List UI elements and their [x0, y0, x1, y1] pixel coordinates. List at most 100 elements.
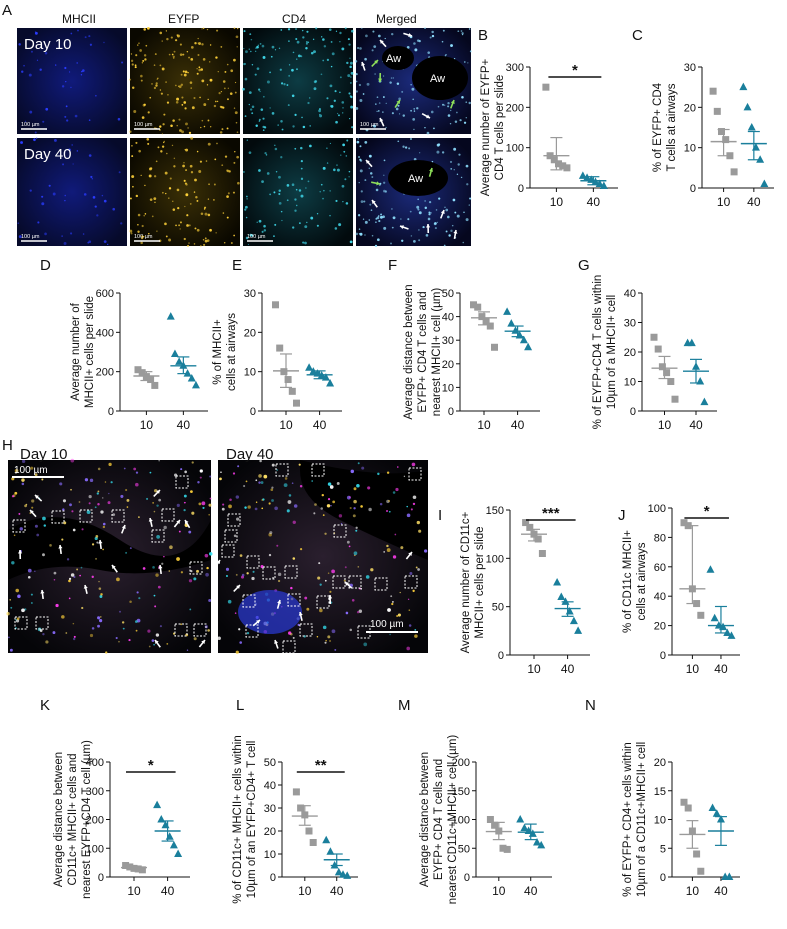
speckle	[235, 35, 239, 39]
speckle	[286, 184, 290, 187]
speckle	[202, 506, 205, 509]
speckle	[326, 162, 329, 164]
speckle	[329, 214, 331, 217]
speckle	[108, 462, 112, 467]
channel-label-merged: Merged	[376, 12, 417, 26]
y-tick-label: 20	[442, 359, 454, 371]
speckle	[190, 136, 194, 140]
y-tick-label: 400	[96, 327, 114, 339]
y-tick-label: 10	[684, 143, 696, 155]
speckle	[107, 243, 109, 245]
data-point	[526, 523, 534, 531]
speckle	[244, 115, 247, 117]
speckle	[265, 154, 268, 156]
speckle	[234, 111, 238, 115]
speckle	[346, 540, 350, 544]
data-point	[697, 867, 705, 875]
speckle	[406, 46, 410, 49]
speckle	[76, 150, 79, 152]
speckle	[136, 591, 139, 594]
speckle	[412, 118, 416, 121]
speckle	[198, 502, 202, 506]
speckle	[287, 104, 290, 107]
speckle	[336, 164, 338, 166]
speckle	[304, 596, 308, 600]
speckle	[180, 73, 183, 76]
speckle	[326, 97, 329, 100]
arrow-icon	[379, 118, 384, 122]
speckle	[120, 494, 124, 498]
speckle	[198, 170, 202, 173]
speckle	[327, 572, 330, 574]
speckle	[366, 82, 370, 86]
data-point	[520, 823, 529, 832]
panel-h-micrographs: Day 10 Day 40 100 µm 100 µm	[6, 446, 428, 654]
speckle	[389, 81, 392, 84]
speckle	[176, 557, 180, 561]
speckle	[278, 201, 282, 205]
scale-bar-label: 100 µm	[134, 234, 153, 240]
speckle	[133, 109, 137, 113]
speckle	[351, 126, 354, 129]
arrow-icon	[176, 520, 180, 524]
speckle	[220, 91, 223, 93]
speckle	[36, 59, 39, 61]
speckle	[28, 73, 32, 77]
speckle	[98, 580, 100, 583]
roi-box	[262, 566, 276, 580]
day-label: Day 40	[24, 146, 72, 163]
speckle	[84, 478, 89, 482]
speckle	[349, 95, 352, 98]
speckle	[185, 169, 188, 172]
y-tick-label: 40	[654, 591, 666, 603]
speckle	[425, 234, 429, 237]
speckle	[181, 130, 184, 134]
speckle	[414, 629, 417, 631]
speckle	[201, 119, 204, 122]
speckle	[296, 68, 298, 71]
speckle	[95, 94, 97, 97]
data-point	[309, 367, 318, 375]
roi-box	[161, 508, 175, 522]
speckle	[223, 87, 226, 90]
speckle	[250, 50, 252, 53]
speckle	[116, 577, 120, 582]
speckle	[131, 86, 135, 89]
speckle	[310, 216, 314, 220]
speckle	[199, 96, 201, 99]
speckle	[453, 57, 456, 60]
speckle	[198, 68, 202, 72]
speckle	[190, 46, 194, 49]
speckle	[413, 107, 416, 110]
speckle	[350, 71, 354, 75]
speckle	[280, 82, 284, 85]
speckle	[363, 642, 368, 647]
speckle	[339, 91, 341, 94]
speckle	[333, 168, 336, 172]
speckle	[226, 127, 229, 130]
speckle	[176, 97, 180, 101]
speckle	[142, 59, 145, 62]
speckle	[409, 210, 412, 213]
speckle	[264, 151, 267, 155]
speckle	[412, 589, 415, 593]
speckle	[194, 227, 197, 230]
speckle	[233, 27, 236, 30]
speckle	[295, 28, 297, 30]
speckle	[180, 571, 184, 574]
speckle	[203, 208, 206, 210]
airway-lumen	[382, 46, 414, 70]
arrow-icon	[148, 518, 153, 522]
data-point	[667, 378, 675, 385]
speckle	[179, 228, 181, 230]
speckle	[96, 492, 99, 495]
speckle	[185, 148, 189, 152]
speckle	[327, 482, 332, 486]
y-tick-label: 0	[660, 872, 666, 884]
airway-lumen	[8, 517, 211, 580]
speckle	[255, 124, 258, 128]
speckle	[247, 505, 251, 509]
speckle	[98, 587, 102, 590]
speckle	[461, 32, 464, 35]
speckle	[292, 125, 295, 128]
